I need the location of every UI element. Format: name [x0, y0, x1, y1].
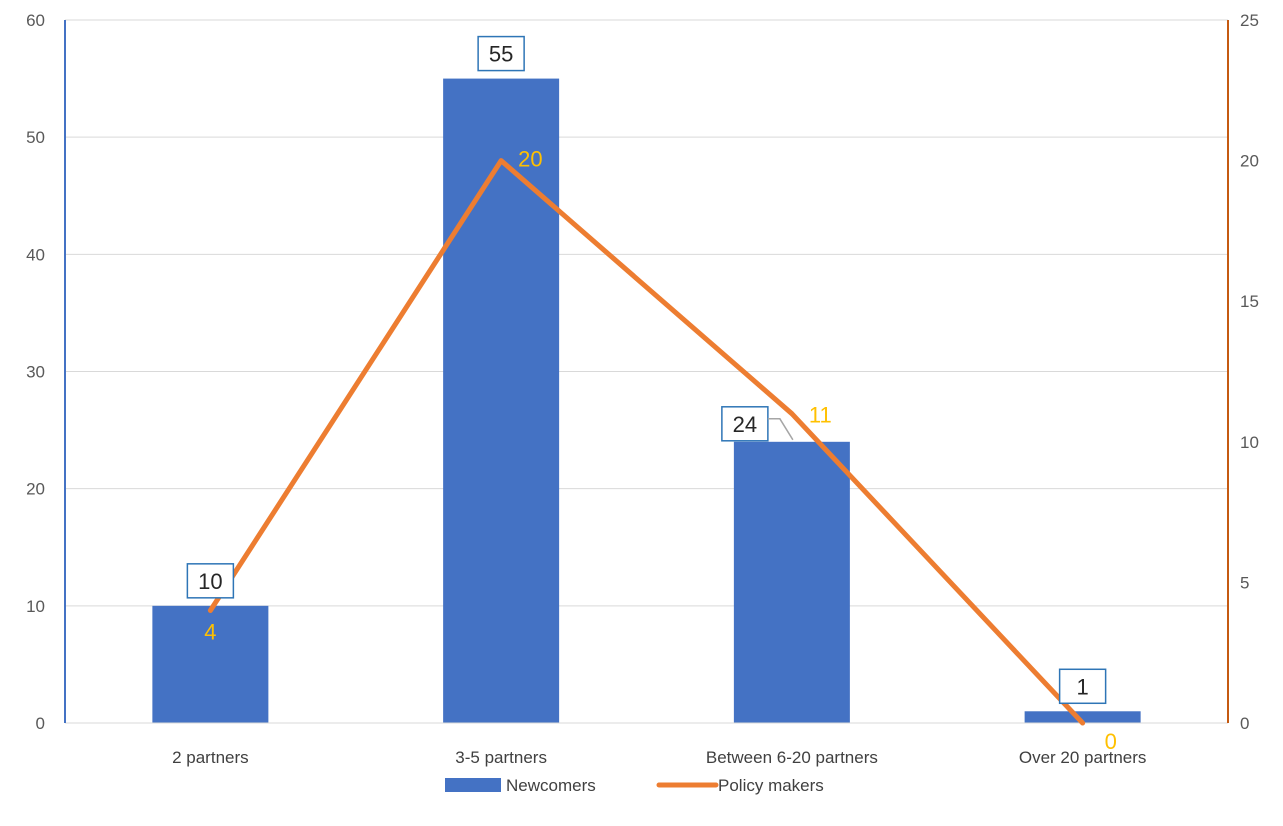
bar-1: [443, 78, 560, 724]
bar-2: [733, 441, 850, 723]
left-tick-label: 50: [26, 128, 45, 147]
left-tick-label: 60: [26, 11, 45, 30]
line-value-label: 0: [1105, 729, 1117, 754]
category-labels: 2 partners 3-5 partners Between 6-20 partn…: [172, 748, 1146, 767]
gridlines: [65, 19, 1228, 607]
left-tick-label: 20: [26, 480, 45, 499]
right-tick-label: 15: [1240, 292, 1259, 311]
line-policy-makers: [207, 158, 1086, 726]
bar-value-label: 10: [198, 569, 222, 594]
bar-label-box: [1058, 668, 1107, 705]
right-tick-label: 5: [1240, 573, 1249, 592]
category-label: Between 6-20 partners: [706, 748, 878, 767]
line-policy-makers-path: [207, 158, 1086, 726]
category-label: 3-5 partners: [455, 748, 547, 767]
left-tick-label: 30: [26, 363, 45, 382]
legend-label-newcomers: Newcomers: [506, 776, 596, 795]
bar-3: [1024, 711, 1141, 723]
bar-value-label: 1: [1077, 674, 1089, 699]
right-tick-label: 20: [1240, 152, 1259, 171]
left-tick-label: 0: [36, 714, 45, 733]
bar-label-box: [477, 35, 525, 72]
line-value-label: 20: [518, 147, 542, 172]
bar-0: [152, 605, 269, 723]
bar-value-label: 24: [733, 412, 757, 437]
legend-swatch-newcomers: [445, 778, 501, 792]
right-tick-label: 25: [1240, 11, 1259, 30]
right-tick-label: 0: [1240, 714, 1249, 733]
right-tick-label: 10: [1240, 433, 1259, 452]
line-value-label: 4: [204, 620, 216, 645]
bar-label-leader-line: [767, 418, 794, 441]
category-label: Over 20 partners: [1019, 748, 1147, 767]
bar-label-box: [186, 563, 235, 599]
left-tick-label: 40: [26, 245, 45, 264]
left-tick-label: 10: [26, 597, 45, 616]
legend-label-policy-makers: Policy makers: [718, 776, 824, 795]
data-labels: 10 55 24 1 4 20 11 0: [186, 35, 1117, 754]
bars-newcomers: [152, 78, 1141, 724]
tick-labels: 0 10 20 30 40 50 60 0 5 10 15 20 25: [26, 11, 1259, 733]
category-label: 2 partners: [172, 748, 249, 767]
line-value-label: 11: [809, 403, 832, 428]
axes: [64, 20, 1229, 724]
bar-label-box: [721, 406, 769, 442]
bar-value-label: 55: [489, 42, 513, 67]
legend: Newcomers Policy makers: [445, 776, 824, 795]
